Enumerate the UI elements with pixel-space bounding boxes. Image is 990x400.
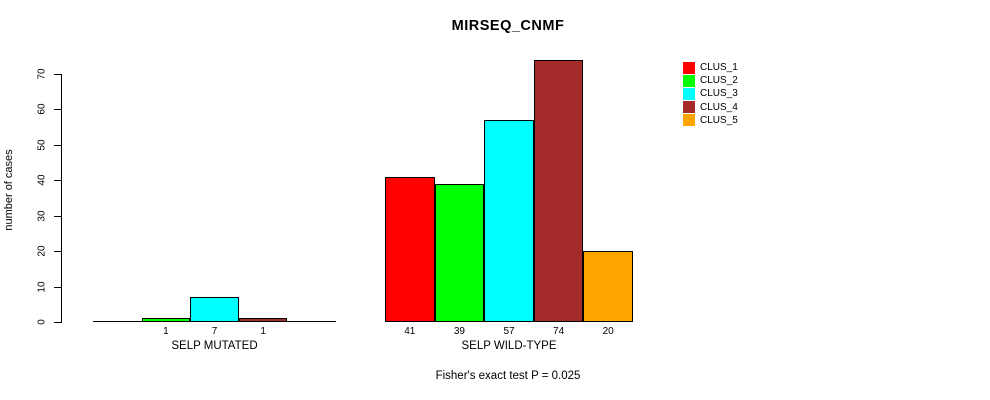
bar-value-label: 57 [503,326,515,337]
y-tick-mark [54,109,61,111]
bar-CLUS_3 [190,297,239,322]
legend-label: CLUS_3 [700,88,738,100]
bar-value-label: 39 [453,326,465,337]
bar-CLUS_4 [533,59,584,322]
bar-value-label: 7 [211,326,218,337]
bar-value-label: 20 [602,326,614,337]
y-axis-label: number of cases [3,149,15,231]
legend-swatch-icon [683,101,695,114]
y-tick-mark [54,286,61,288]
bar-value-label: 74 [553,326,565,337]
legend-row: CLUS_3 [683,87,738,100]
legend-row: CLUS_1 [683,61,738,74]
y-axis-line [61,74,62,323]
bar-CLUS_2 [434,183,485,322]
legend-label: CLUS_4 [700,101,738,113]
legend-swatch-icon [683,61,695,74]
y-tick-label: 10 [36,281,48,293]
y-tick-mark [54,144,61,146]
y-tick-label: 30 [36,210,48,222]
bar-value-label: 41 [404,326,416,337]
y-tick-label: 60 [36,103,48,115]
y-tick-label: 70 [36,68,48,80]
legend-row: CLUS_5 [683,114,738,127]
y-tick-label: 0 [36,319,48,325]
bar-CLUS_1 [385,176,435,322]
bar-CLUS_2 [141,318,191,322]
legend: CLUS_1 CLUS_2 CLUS_3 CLUS_4 CLUS_5 [683,61,738,127]
y-tick-label: 40 [36,174,48,186]
chart-title: MIRSEQ_CNMF [451,18,565,34]
y-tick-label: 50 [36,139,48,151]
bar-zero-CLUS_5 [287,321,336,322]
annotation-text: Fisher's exact test P = 0.025 [435,370,581,382]
bar-CLUS_4 [238,318,288,322]
group-label: SELP MUTATED [171,340,258,352]
group-label: SELP WILD-TYPE [461,340,557,352]
legend-row: CLUS_2 [683,74,738,87]
legend-label: CLUS_5 [700,114,738,126]
legend-swatch-icon [683,87,695,100]
bar-zero-CLUS_1 [93,321,142,322]
y-tick-label: 20 [36,245,48,257]
legend-row: CLUS_4 [683,101,738,114]
bar-CLUS_3 [484,120,534,322]
legend-label: CLUS_2 [700,75,738,87]
legend-label: CLUS_1 [700,62,738,74]
bar-value-label: 1 [260,326,266,337]
y-tick-mark [54,74,61,75]
bar-CLUS_5 [583,251,633,322]
legend-swatch-icon [683,114,695,127]
legend-swatch-icon [683,74,695,87]
y-tick-mark [54,215,61,217]
y-tick-mark [54,251,61,253]
y-tick-mark [54,322,61,323]
bar-value-label: 1 [163,326,169,337]
y-tick-mark [54,180,61,182]
